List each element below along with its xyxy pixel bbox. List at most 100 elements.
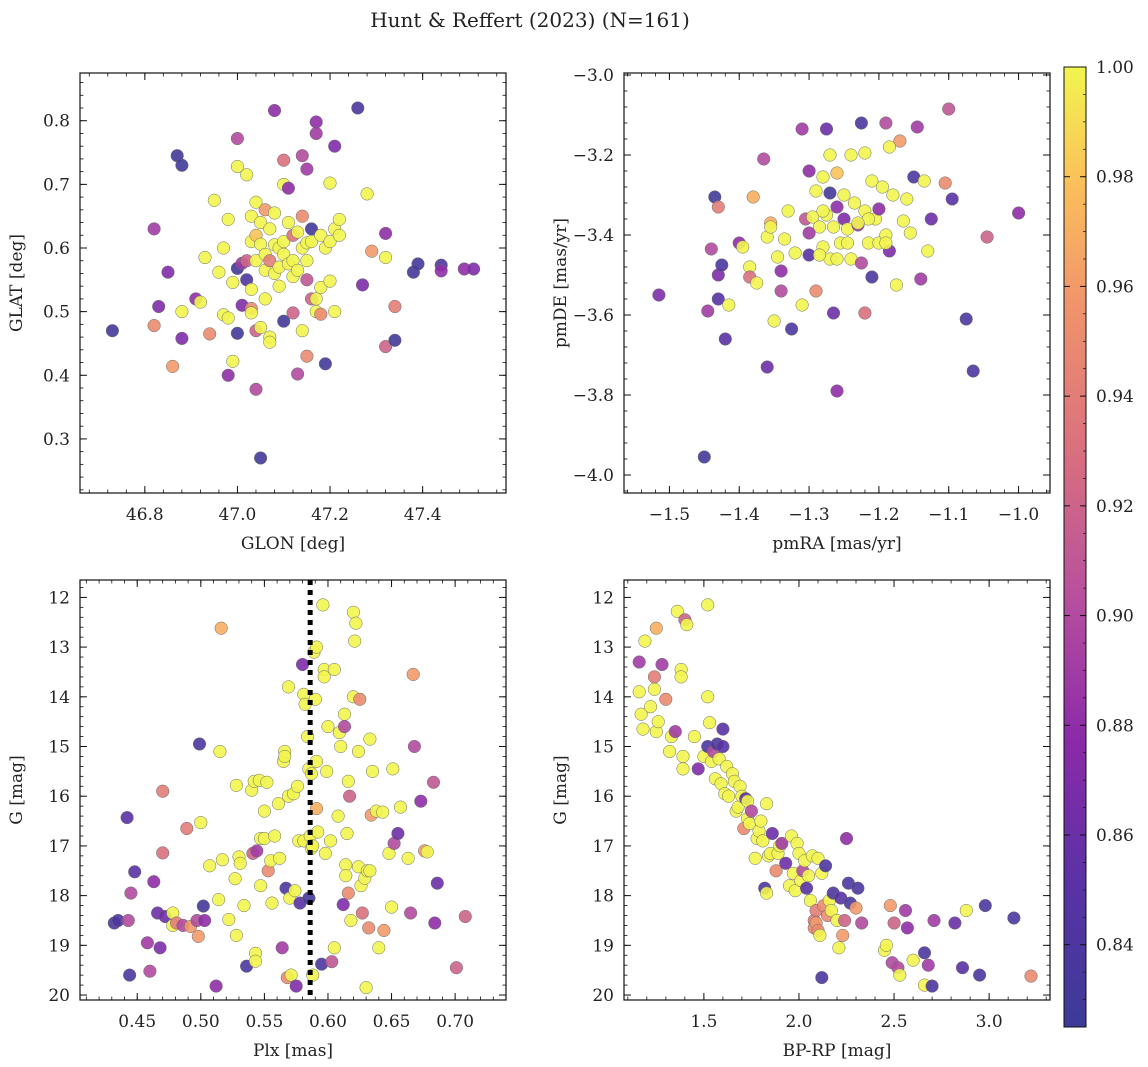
data-point [258, 292, 272, 306]
data-point [760, 360, 774, 374]
data-point [900, 921, 914, 935]
y-tick-label: −3.6 [573, 306, 614, 326]
data-point [903, 226, 917, 240]
data-point [249, 195, 263, 209]
data-point [222, 912, 236, 927]
data-point [917, 174, 931, 188]
data-point [764, 220, 778, 234]
colorbar-gradient [1063, 66, 1087, 1028]
colorbar-tick-label: 0.94 [1096, 387, 1134, 407]
data-point [372, 941, 386, 955]
data-point [229, 928, 243, 942]
data-point [701, 598, 715, 612]
data-point [323, 834, 338, 848]
data-point [214, 621, 228, 635]
axes-frame [79, 579, 507, 1001]
data-point [938, 176, 952, 190]
data-point [716, 722, 730, 736]
data-point [316, 598, 330, 612]
data-point [355, 906, 369, 920]
y-axis-label: pmDE [mas/yr] [551, 218, 571, 348]
data-point [830, 252, 844, 266]
data-point [886, 188, 900, 202]
y-tick-label: 15 [592, 738, 614, 758]
data-point [851, 881, 865, 895]
data-point [265, 896, 279, 910]
data-point [351, 744, 366, 759]
data-point [254, 215, 268, 230]
data-point [781, 204, 795, 218]
data-point [809, 284, 823, 298]
x-tick-label: 1.5 [690, 1012, 717, 1032]
data-point [632, 655, 646, 669]
data-point [750, 276, 764, 290]
data-point [318, 846, 332, 860]
data-point [404, 906, 418, 920]
data-point [263, 254, 277, 268]
data-point [388, 299, 402, 314]
axes-frame [623, 72, 1051, 494]
data-point [674, 670, 688, 684]
x-tick-label: 0.60 [309, 1012, 347, 1032]
data-point [847, 196, 862, 210]
data-point [244, 306, 258, 320]
y-tick-label: 12 [48, 588, 70, 608]
data-point [215, 853, 229, 867]
data-point [379, 250, 393, 265]
data-point [281, 215, 295, 230]
data-point [147, 319, 161, 333]
data-point [838, 913, 852, 928]
data-point [779, 856, 793, 870]
data-point [124, 886, 138, 900]
data-point [272, 279, 286, 293]
data-point [824, 903, 838, 918]
x-tick-label: 47.2 [311, 505, 349, 525]
data-point [879, 938, 893, 952]
y-tick-label: 18 [592, 887, 614, 907]
data-point [638, 634, 652, 648]
data-point [830, 166, 844, 180]
data-point [193, 295, 207, 309]
x-tick-label: 0.55 [245, 1012, 283, 1032]
data-point [701, 304, 715, 318]
data-point [376, 805, 390, 819]
data-point [143, 964, 157, 978]
data-point [175, 158, 189, 172]
data-point [806, 210, 820, 224]
data-point [711, 200, 725, 214]
data-point [175, 331, 189, 345]
data-point [273, 851, 287, 865]
data-point [254, 320, 268, 335]
data-point [647, 682, 661, 696]
data-point [893, 968, 907, 982]
data-point [401, 851, 415, 865]
data-point [240, 168, 254, 182]
data-point [649, 621, 663, 635]
data-point [166, 359, 180, 373]
data-point [365, 764, 380, 778]
data-point [703, 716, 717, 730]
data-point [341, 774, 355, 788]
y-tick-label: −4.0 [573, 466, 614, 486]
data-point [228, 872, 242, 886]
data-point [774, 284, 788, 298]
data-point [388, 333, 402, 347]
data-point [309, 115, 323, 129]
data-point [300, 349, 314, 363]
colorbar-tick-label: 0.86 [1096, 826, 1134, 846]
y-tick-label: 14 [592, 688, 614, 708]
data-point [379, 226, 393, 240]
data-point [826, 220, 841, 234]
data-point [309, 292, 323, 306]
data-point [849, 901, 863, 915]
data-point [386, 762, 400, 776]
colorbar-tick-label: 0.92 [1096, 497, 1134, 517]
data-point [156, 846, 170, 860]
data-point [216, 241, 231, 255]
data-point [830, 384, 844, 398]
x-axis-label: pmRA [mas/yr] [772, 534, 901, 554]
data-point [248, 954, 263, 968]
data-point [809, 184, 823, 198]
data-point [362, 921, 376, 935]
data-point [300, 162, 314, 176]
